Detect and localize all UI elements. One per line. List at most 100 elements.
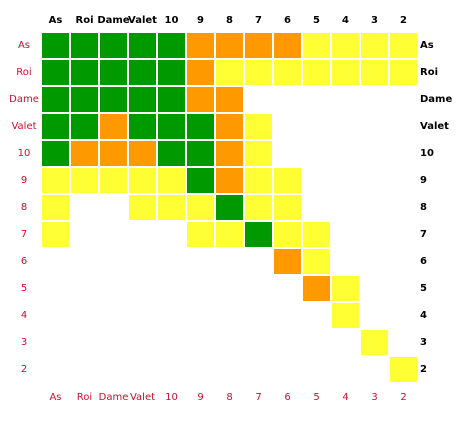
hand-cell (274, 303, 301, 328)
hand-cell (71, 114, 98, 139)
column-label-bottom-dame: Dame (98, 391, 129, 403)
hand-cell (332, 141, 359, 166)
hand-cell (187, 357, 214, 382)
hand-cell (274, 168, 301, 193)
hand-cell (129, 87, 156, 112)
column-label-top-8: 8 (226, 14, 233, 26)
column-label-top-7: 7 (255, 14, 262, 26)
hand-cell (158, 303, 185, 328)
hand-cell (187, 276, 214, 301)
row-label-left-valet: Valet (11, 121, 37, 132)
hand-cell (158, 141, 185, 166)
hand-cell (390, 87, 417, 112)
hand-cell (332, 303, 359, 328)
hand-cell (158, 249, 185, 274)
hand-cell (390, 168, 417, 193)
hand-cell (129, 33, 156, 58)
hand-cell (216, 195, 243, 220)
hand-cell (245, 114, 272, 139)
hand-cell (332, 33, 359, 58)
column-label-bottom-6: 6 (284, 391, 291, 403)
hand-cell (187, 168, 214, 193)
row-label-right-6: 6 (420, 256, 427, 267)
hand-cell (361, 330, 388, 355)
column-label-top-5: 5 (313, 14, 320, 26)
hand-cell (332, 249, 359, 274)
hand-cell (42, 33, 69, 58)
hand-cell (100, 60, 127, 85)
column-label-top-as: As (48, 14, 63, 26)
hand-cell (216, 303, 243, 328)
hand-cell (390, 222, 417, 247)
hand-cell (158, 330, 185, 355)
hand-cell (216, 276, 243, 301)
hand-cell (187, 114, 214, 139)
hand-cell (303, 276, 330, 301)
row-label-left-6: 6 (20, 256, 28, 267)
hand-cell (274, 330, 301, 355)
hand-cell (129, 60, 156, 85)
hand-cell (100, 141, 127, 166)
row-label-left-2: 2 (20, 364, 28, 375)
hand-cell (42, 114, 69, 139)
hand-cell (158, 87, 185, 112)
hand-cell (332, 357, 359, 382)
hand-cell (361, 87, 388, 112)
hand-cell (71, 33, 98, 58)
hand-cell (216, 60, 243, 85)
column-label-bottom-4: 4 (342, 391, 349, 403)
hand-cell (216, 222, 243, 247)
hand-cell (71, 222, 98, 247)
hand-cell (129, 357, 156, 382)
hand-cell (245, 357, 272, 382)
hand-cell (216, 87, 243, 112)
hand-cell (245, 168, 272, 193)
hand-cell (42, 222, 69, 247)
hand-cell (42, 87, 69, 112)
hand-cell (303, 114, 330, 139)
column-label-bottom-5: 5 (313, 391, 320, 403)
hand-cell (158, 276, 185, 301)
row-label-right-dame: Dame (420, 94, 453, 105)
hand-cell (187, 141, 214, 166)
column-label-bottom-2: 2 (400, 391, 407, 403)
hand-cell (100, 222, 127, 247)
hand-cell (332, 168, 359, 193)
hand-cell (303, 195, 330, 220)
hand-cell (216, 357, 243, 382)
hand-cell (303, 222, 330, 247)
hand-cell (361, 303, 388, 328)
hand-cell (303, 249, 330, 274)
hand-cell (390, 60, 417, 85)
hand-cell (390, 195, 417, 220)
hand-cell (245, 33, 272, 58)
hand-cell (187, 330, 214, 355)
hand-cell (129, 303, 156, 328)
hand-cell (71, 249, 98, 274)
hand-cell (42, 357, 69, 382)
hand-cell (71, 303, 98, 328)
hand-cell (332, 60, 359, 85)
hand-cell (187, 195, 214, 220)
column-label-bottom-as: As (49, 391, 62, 403)
column-label-bottom-8: 8 (226, 391, 233, 403)
hand-cell (100, 330, 127, 355)
hand-cell (42, 60, 69, 85)
hand-cell (274, 114, 301, 139)
hand-cell (42, 141, 69, 166)
column-label-top-dame: Dame (97, 14, 130, 26)
hand-cell (100, 87, 127, 112)
column-label-top-2: 2 (400, 14, 407, 26)
column-label-top-4: 4 (342, 14, 349, 26)
row-label-right-7: 7 (420, 229, 427, 240)
hand-cell (158, 168, 185, 193)
hand-cell (71, 195, 98, 220)
column-label-top-3: 3 (371, 14, 378, 26)
row-label-left-5: 5 (20, 283, 28, 294)
hand-cell (71, 357, 98, 382)
row-label-right-roi: Roi (420, 67, 438, 78)
hand-cell (303, 33, 330, 58)
row-label-right-9: 9 (420, 175, 427, 186)
hand-cell (390, 249, 417, 274)
